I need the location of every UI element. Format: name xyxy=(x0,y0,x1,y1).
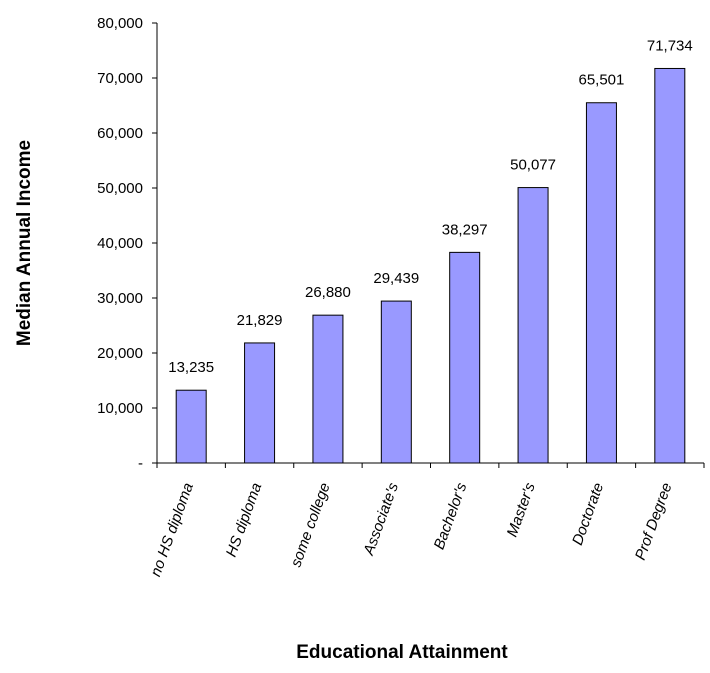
data-label: 50,077 xyxy=(510,157,556,174)
y-tick-label: 10,000 xyxy=(97,400,143,417)
data-label: 26,880 xyxy=(305,284,351,301)
bar xyxy=(585,102,617,464)
axes-layer xyxy=(156,23,704,464)
data-label: 38,297 xyxy=(442,221,488,238)
data-label: 21,829 xyxy=(237,312,283,329)
data-label: 65,501 xyxy=(578,72,624,89)
y-tick-label: 40,000 xyxy=(97,235,143,252)
category-label: some college xyxy=(287,481,333,570)
bar xyxy=(654,67,686,464)
bars-layer xyxy=(175,67,686,464)
bar xyxy=(517,187,549,464)
category-label: Associate's xyxy=(360,480,402,558)
category-label: Bachelor's xyxy=(431,480,471,552)
bar xyxy=(244,342,276,464)
bar xyxy=(380,300,412,464)
category-label: Master's xyxy=(504,480,539,539)
y-tick-label: - xyxy=(138,455,143,472)
y-axis-title: Median Annual Income xyxy=(14,140,35,346)
data-labels: 13,235 21,829 26,880 29,439 38,297 50,077 65,5… xyxy=(168,37,693,376)
category-label: Prof Degree xyxy=(632,481,676,563)
y-ticks: - 10,000 20,000 30,000 40,000 50,000 60,000 70,… xyxy=(97,15,157,472)
y-tick-label: 30,000 xyxy=(97,290,143,307)
y-tick-label: 80,000 xyxy=(97,15,143,32)
bar xyxy=(175,389,207,464)
category-label: HS diploma xyxy=(223,481,265,560)
data-label: 13,235 xyxy=(168,359,214,376)
x-ticks xyxy=(156,463,705,468)
data-label: 71,734 xyxy=(647,37,693,54)
y-tick-label: 20,000 xyxy=(97,345,143,362)
y-tick-label: 60,000 xyxy=(97,125,143,142)
category-label: no HS diploma xyxy=(147,481,197,579)
bar xyxy=(449,251,481,464)
data-label: 29,439 xyxy=(373,270,419,287)
category-label: Doctorate xyxy=(569,481,607,548)
x-axis-title: Educational Attainment xyxy=(296,642,508,663)
y-tick-label: 70,000 xyxy=(97,70,143,87)
bar xyxy=(312,314,344,464)
category-labels: no HS diploma HS diploma some college Assoc… xyxy=(147,480,675,579)
y-tick-label: 50,000 xyxy=(97,180,143,197)
